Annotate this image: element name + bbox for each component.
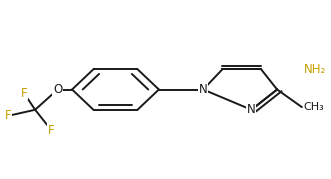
Text: F: F: [21, 86, 27, 100]
Text: N: N: [199, 83, 208, 96]
Text: F: F: [48, 124, 55, 137]
Text: O: O: [53, 83, 62, 96]
Text: F: F: [5, 109, 11, 122]
Text: NH₂: NH₂: [304, 63, 326, 76]
Text: CH₃: CH₃: [304, 102, 324, 112]
Text: N: N: [247, 103, 256, 116]
